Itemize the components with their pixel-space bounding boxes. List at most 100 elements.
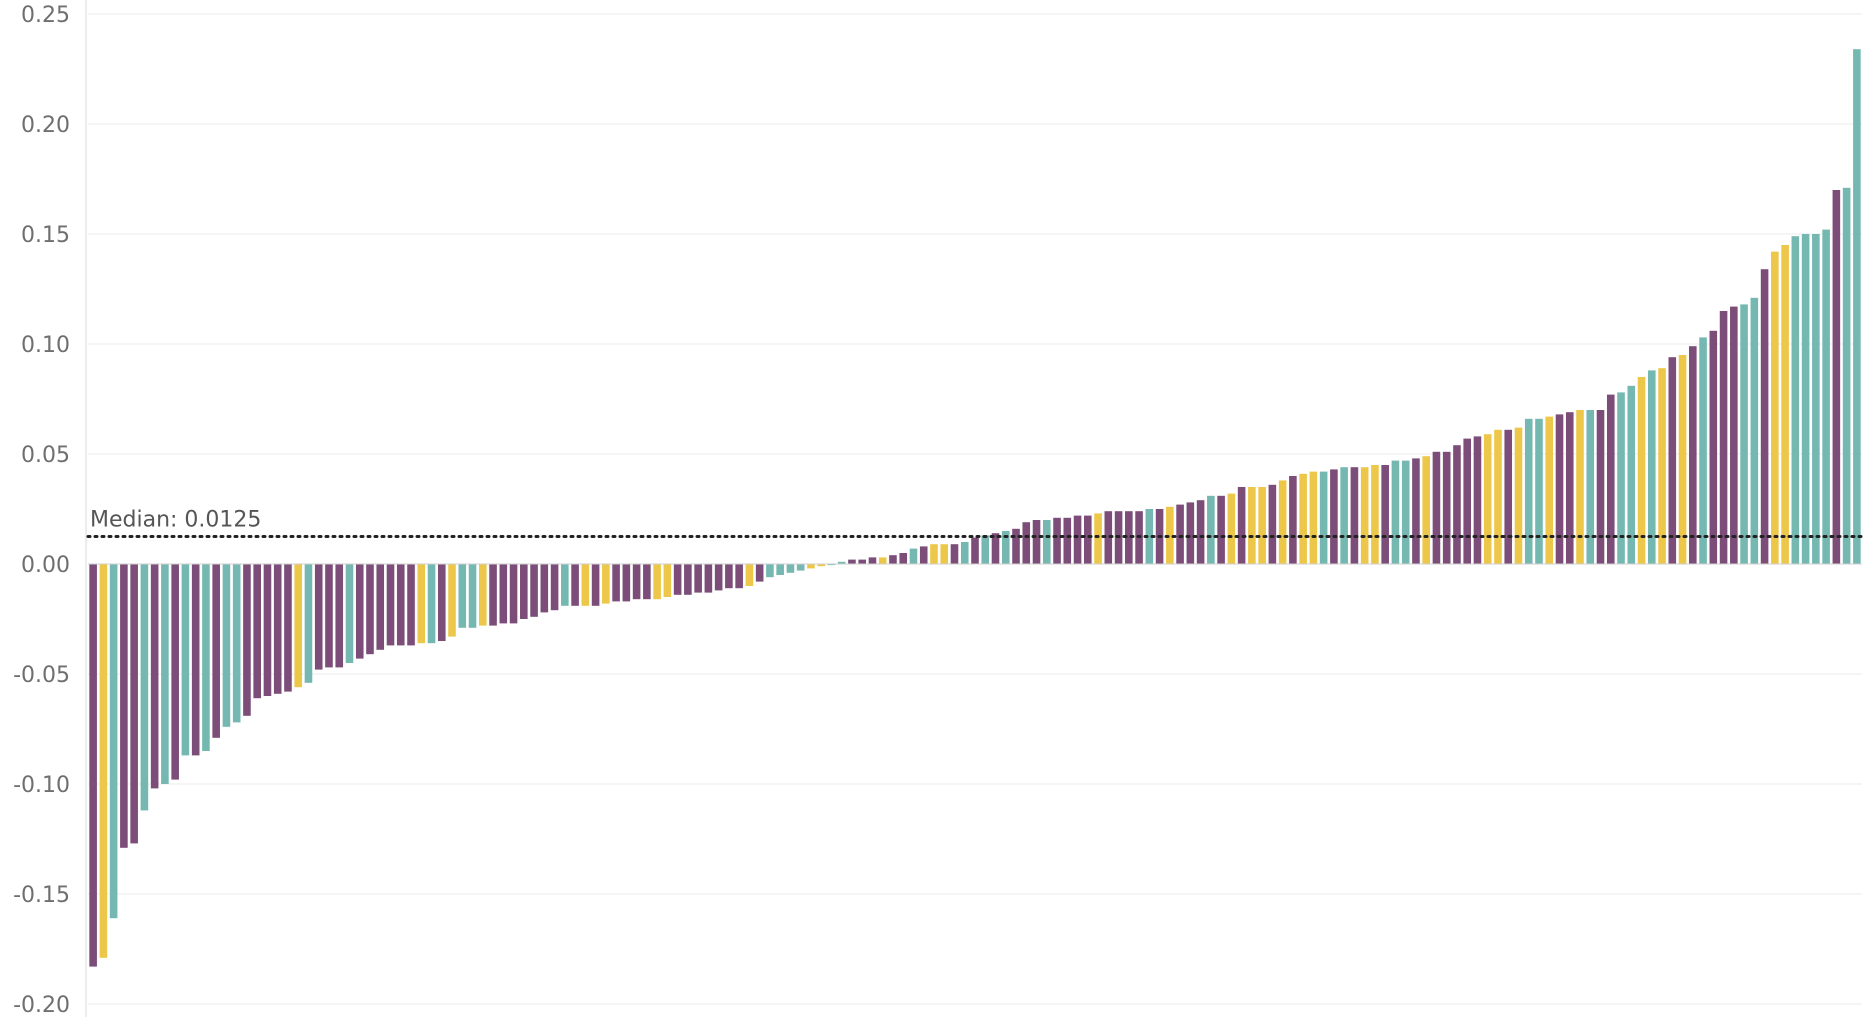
bar bbox=[684, 564, 692, 595]
bar bbox=[89, 564, 97, 967]
median-label: Median: 0.0125 bbox=[90, 508, 261, 533]
bar bbox=[232, 564, 241, 723]
bar bbox=[171, 564, 179, 780]
bar bbox=[591, 564, 600, 606]
bar bbox=[550, 564, 559, 611]
gridlines bbox=[88, 13, 1862, 1005]
bar bbox=[663, 564, 672, 597]
bar bbox=[1053, 517, 1061, 564]
bar bbox=[1412, 458, 1420, 564]
bar bbox=[1576, 410, 1584, 564]
bar bbox=[1309, 471, 1318, 564]
bar bbox=[1453, 445, 1461, 564]
bar bbox=[1248, 487, 1256, 564]
bar bbox=[509, 564, 518, 624]
bar bbox=[653, 564, 661, 600]
bar bbox=[786, 564, 795, 573]
bar bbox=[1719, 311, 1728, 564]
bar bbox=[468, 564, 477, 628]
bar bbox=[1084, 515, 1092, 564]
bar bbox=[581, 564, 590, 606]
bar bbox=[940, 544, 949, 564]
bar bbox=[396, 564, 405, 646]
bar bbox=[848, 559, 856, 564]
bar bbox=[222, 564, 231, 727]
bar bbox=[1637, 377, 1646, 564]
bar bbox=[1483, 434, 1492, 564]
bar bbox=[437, 564, 446, 641]
bar bbox=[1278, 480, 1287, 564]
bar bbox=[1535, 418, 1543, 564]
bar bbox=[427, 564, 436, 644]
bar bbox=[150, 564, 159, 789]
bar bbox=[632, 564, 641, 600]
bar bbox=[314, 564, 323, 670]
bar bbox=[1709, 330, 1718, 564]
bar bbox=[1125, 511, 1133, 564]
bar bbox=[530, 564, 538, 617]
bar bbox=[1689, 346, 1697, 564]
y-tick-label: 0.10 bbox=[21, 333, 70, 358]
bar bbox=[1145, 509, 1154, 564]
bar bbox=[1227, 493, 1236, 564]
bar bbox=[1647, 370, 1656, 564]
bar bbox=[161, 564, 169, 784]
bar bbox=[919, 546, 928, 564]
bar bbox=[745, 564, 754, 586]
bar bbox=[1606, 394, 1615, 564]
bar bbox=[1801, 234, 1810, 564]
bar bbox=[796, 564, 805, 571]
bar bbox=[479, 564, 487, 626]
bar bbox=[1842, 187, 1851, 565]
bar bbox=[325, 564, 333, 668]
bar bbox=[807, 564, 815, 569]
bar bbox=[1853, 49, 1861, 564]
y-tick-label: -0.15 bbox=[13, 883, 70, 908]
bar bbox=[1032, 520, 1041, 564]
y-tick-label: 0.20 bbox=[21, 113, 70, 138]
bar bbox=[1504, 429, 1513, 564]
bar bbox=[1494, 429, 1502, 564]
bar bbox=[1565, 412, 1574, 564]
bar bbox=[109, 564, 118, 919]
bar bbox=[1063, 517, 1072, 564]
bar bbox=[1812, 234, 1820, 564]
bar bbox=[1822, 229, 1830, 564]
bar bbox=[99, 564, 108, 958]
bar bbox=[499, 564, 508, 624]
bar bbox=[1524, 418, 1533, 564]
bar bbox=[243, 564, 251, 716]
y-tick-label: -0.10 bbox=[13, 773, 70, 798]
bar bbox=[1596, 410, 1605, 564]
bar bbox=[376, 564, 385, 650]
bar bbox=[817, 564, 825, 567]
bar bbox=[766, 564, 774, 578]
bar bbox=[181, 564, 190, 756]
bar bbox=[1401, 460, 1410, 564]
bar bbox=[1678, 355, 1687, 564]
bar bbox=[1627, 385, 1636, 564]
bar bbox=[520, 564, 528, 619]
bar bbox=[1442, 451, 1451, 564]
bar bbox=[1381, 465, 1389, 564]
bar-series bbox=[89, 49, 1861, 967]
bar bbox=[725, 564, 733, 589]
bar bbox=[1832, 190, 1841, 564]
bar bbox=[858, 559, 866, 564]
bar bbox=[212, 564, 220, 738]
bar bbox=[1012, 528, 1020, 564]
bar bbox=[1668, 357, 1677, 564]
bar bbox=[1760, 269, 1769, 564]
bar bbox=[1730, 306, 1738, 564]
y-tick-label: -0.20 bbox=[13, 993, 70, 1017]
y-axis-tick-labels: 0.25 0.20 0.15 0.10 0.05 0.00 -0.05 -0.10 -0.15 -… bbox=[13, 3, 70, 1017]
bar bbox=[1022, 522, 1031, 564]
bar bbox=[191, 564, 200, 756]
bar bbox=[1617, 392, 1625, 564]
bar bbox=[335, 564, 344, 668]
bar bbox=[643, 564, 651, 600]
bar bbox=[1781, 245, 1789, 564]
bar bbox=[1371, 465, 1379, 564]
bar bbox=[1237, 487, 1246, 564]
